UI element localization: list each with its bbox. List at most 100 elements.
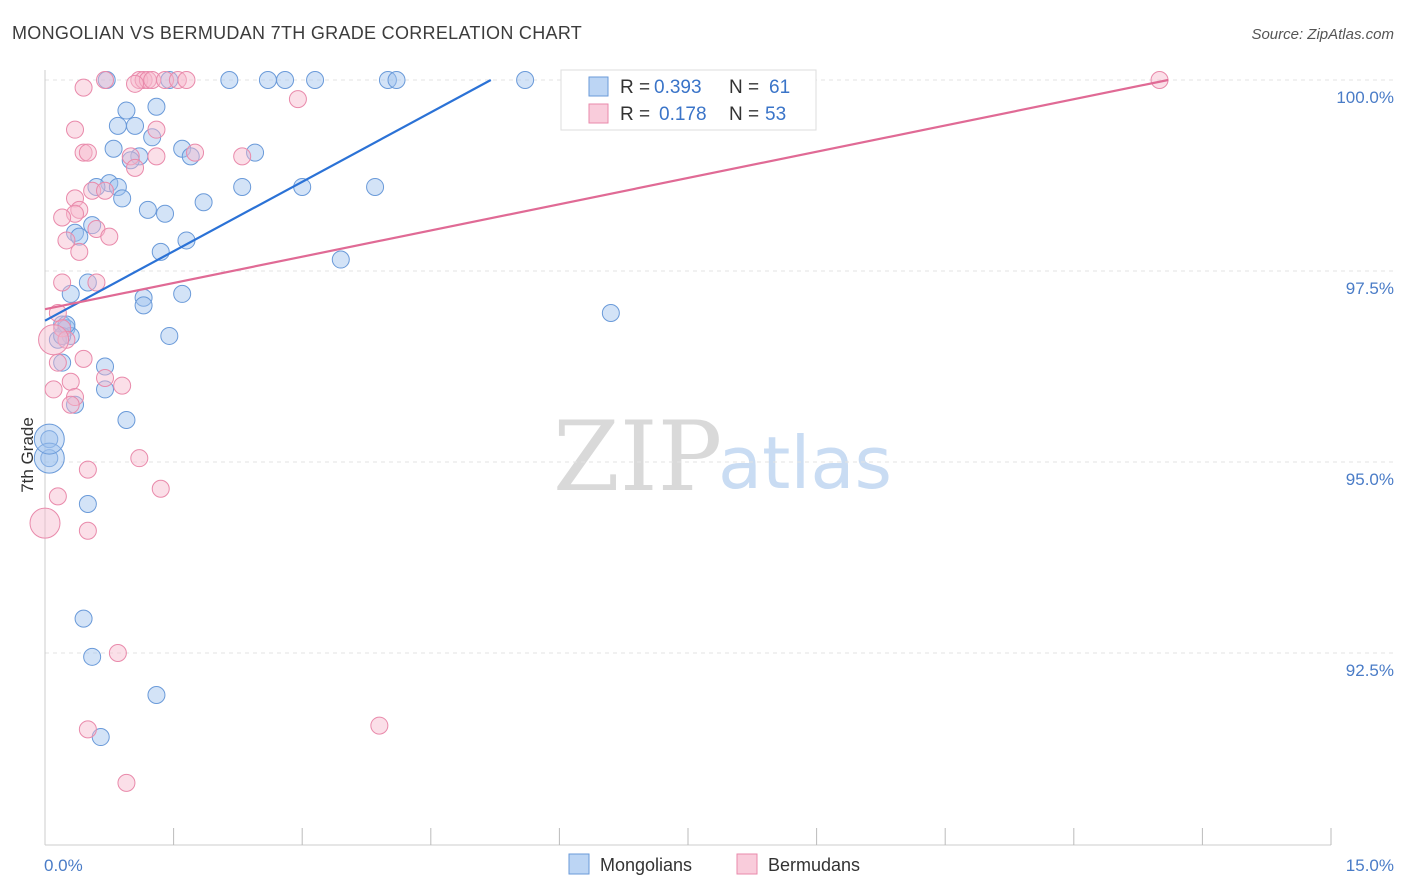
point-mongolian-47 bbox=[53, 353, 72, 372]
legend-n-label-2: N = bbox=[729, 104, 759, 125]
chart-title: MONGOLIAN VS BERMUDAN 7TH GRADE CORRELAT… bbox=[12, 23, 582, 43]
x-tick-labels: 0.0% 15.0% bbox=[44, 856, 1394, 875]
point-bermudan-0 bbox=[96, 71, 115, 89]
point-mongolian-2 bbox=[220, 71, 239, 89]
point-mongolian-29 bbox=[156, 204, 175, 223]
point-mongolian-56 bbox=[83, 647, 102, 666]
x-tick-label-1: 15.0% bbox=[1346, 856, 1394, 875]
point-bermudan-42 bbox=[61, 395, 80, 414]
point-bermudan-37 bbox=[61, 372, 80, 391]
point-bermudan-27 bbox=[57, 231, 76, 250]
point-mongolian-9 bbox=[117, 101, 136, 120]
bottom-legend-swatch-bermudans bbox=[736, 853, 758, 875]
point-bermudan-38 bbox=[96, 368, 115, 387]
point-bermudan-13 bbox=[74, 143, 93, 162]
point-bermudan-4 bbox=[143, 71, 162, 89]
point-bermudan-21 bbox=[66, 189, 85, 208]
point-bermudan-5 bbox=[156, 71, 175, 89]
point-bermudan-31 bbox=[87, 273, 106, 292]
large-point-mongolian-1 bbox=[33, 423, 65, 455]
legend-n-value-bermudans: 53 bbox=[765, 104, 786, 125]
point-mongolian-54 bbox=[78, 495, 97, 514]
point-bermudan-46 bbox=[48, 487, 67, 506]
point-mongolian-57 bbox=[147, 686, 166, 705]
point-bermudan-36 bbox=[48, 353, 67, 372]
axes bbox=[44, 70, 1332, 846]
point-mongolian-11 bbox=[108, 116, 127, 135]
y-axis-label: 7th Grade bbox=[18, 417, 37, 493]
point-bermudan-14 bbox=[78, 143, 97, 162]
y-tick-labels: 100.0% 97.5% 95.0% 92.5% bbox=[1336, 88, 1394, 680]
bottom-legend: Mongolians Bermudans bbox=[568, 853, 860, 875]
point-bermudan-45 bbox=[151, 479, 170, 498]
legend-swatch-mongolians bbox=[588, 76, 609, 97]
point-bermudan-43 bbox=[130, 449, 149, 468]
point-mongolian-4 bbox=[276, 71, 295, 89]
large-point-bermudan-1 bbox=[38, 324, 70, 356]
legend-n-label-1: N = bbox=[729, 77, 759, 98]
legend-r-label-2: R = bbox=[620, 104, 650, 125]
point-bermudan-51 bbox=[117, 773, 136, 792]
point-bermudan-11 bbox=[66, 120, 85, 139]
point-bermudan-7 bbox=[177, 71, 196, 89]
large-point-bermudan-0 bbox=[29, 507, 61, 539]
point-bermudan-40 bbox=[44, 380, 63, 399]
watermark-zip: ZIP bbox=[553, 401, 722, 513]
scatter-points bbox=[29, 71, 1169, 792]
point-mongolian-26 bbox=[113, 189, 132, 208]
legend-r-label-1: R = bbox=[620, 77, 650, 98]
point-bermudan-18 bbox=[233, 147, 252, 166]
point-bermudan-10 bbox=[288, 90, 307, 109]
legend-swatch-bermudans bbox=[588, 103, 609, 124]
watermark-atlas: atlas bbox=[718, 421, 892, 505]
point-bermudan-16 bbox=[147, 147, 166, 166]
point-mongolian-38 bbox=[173, 284, 192, 303]
point-bermudan-48 bbox=[108, 644, 127, 662]
point-mongolian-50 bbox=[66, 395, 85, 414]
point-bermudan-35 bbox=[74, 349, 93, 368]
point-bermudan-29 bbox=[70, 242, 89, 261]
grid-lines bbox=[45, 79, 1395, 654]
point-bermudan-9 bbox=[126, 74, 145, 93]
point-mongolian-3 bbox=[258, 71, 277, 89]
point-bermudan-49 bbox=[78, 720, 97, 739]
point-mongolian-40 bbox=[134, 296, 153, 315]
point-bermudan-15 bbox=[121, 147, 140, 166]
point-mongolian-46 bbox=[160, 326, 179, 345]
point-mongolian-35 bbox=[331, 250, 350, 269]
watermark: ZIP atlas bbox=[553, 401, 892, 513]
point-bermudan-19 bbox=[126, 158, 145, 177]
point-mongolian-14 bbox=[104, 139, 123, 158]
trend-line-mongolians bbox=[44, 79, 492, 322]
point-bermudan-30 bbox=[53, 273, 72, 292]
y-tick-label-1: 97.5% bbox=[1346, 279, 1394, 298]
point-mongolian-23 bbox=[233, 177, 252, 196]
y-tick-label-3: 92.5% bbox=[1346, 661, 1394, 680]
point-bermudan-17 bbox=[186, 143, 205, 162]
point-mongolian-10 bbox=[147, 97, 166, 116]
point-mongolian-27 bbox=[194, 193, 213, 212]
point-bermudan-20 bbox=[83, 181, 102, 200]
legend-r-value-mongolians: 0.393 bbox=[654, 77, 702, 98]
x-tick-label-0: 0.0% bbox=[44, 856, 83, 875]
point-mongolian-7 bbox=[387, 71, 406, 89]
legend-r-value-bermudans: 0.178 bbox=[659, 104, 707, 125]
point-bermudan-50 bbox=[370, 716, 389, 735]
legend-n-value-mongolians: 61 bbox=[769, 77, 790, 98]
point-bermudan-28 bbox=[100, 227, 119, 246]
point-mongolian-25 bbox=[366, 177, 385, 196]
stats-legend: R = 0.393 N = 61 R = 0.178 N = 53 bbox=[560, 69, 817, 131]
point-bermudan-39 bbox=[113, 376, 132, 395]
point-mongolian-55 bbox=[74, 609, 93, 628]
point-mongolian-8 bbox=[516, 71, 535, 89]
point-bermudan-25 bbox=[53, 208, 72, 227]
y-tick-label-0: 100.0% bbox=[1336, 88, 1394, 107]
large-point-mongolian-0 bbox=[33, 442, 65, 474]
bottom-legend-label-mongolians: Mongolians bbox=[600, 855, 692, 875]
bottom-legend-swatch-mongolians bbox=[568, 853, 590, 875]
point-bermudan-47 bbox=[78, 521, 97, 540]
trend-line-bermudans bbox=[44, 78, 1169, 311]
point-bermudan-22 bbox=[96, 181, 115, 200]
point-bermudan-8 bbox=[74, 78, 93, 97]
